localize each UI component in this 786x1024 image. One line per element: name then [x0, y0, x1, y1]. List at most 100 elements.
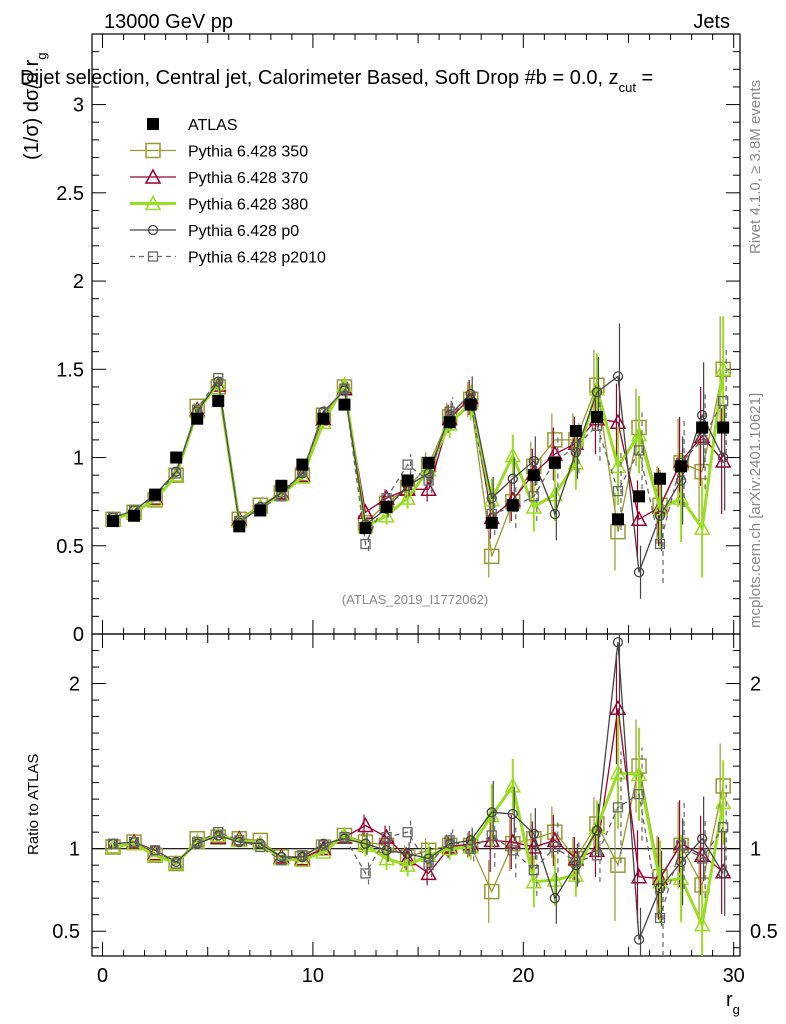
atlas-point — [717, 421, 730, 434]
plot-title-sub: cut — [619, 80, 637, 95]
legend-marker — [144, 168, 162, 184]
ratio-point — [547, 824, 563, 840]
ratio-point — [504, 777, 522, 793]
ratio-series-pythia-6-428-p2010 — [107, 747, 729, 956]
ratio-point — [360, 868, 371, 879]
x-axis-label-sub: g — [733, 1002, 740, 1017]
ratio-point — [675, 856, 687, 868]
data-point — [570, 447, 582, 458]
ratio-point — [107, 838, 119, 849]
data-point — [654, 538, 666, 550]
atlas-point — [696, 421, 709, 434]
series-pythia-6-428-p0 — [107, 323, 729, 599]
legend-item: ATLAS — [147, 117, 238, 134]
atlas-point — [401, 474, 414, 487]
atlas-point — [527, 469, 540, 482]
series-pythia-6-428-p2010 — [107, 348, 729, 583]
ratio-point — [591, 850, 603, 861]
ratio-point — [381, 845, 392, 856]
atlas-point — [128, 509, 141, 522]
ratio-point — [360, 838, 371, 849]
x-tick-label: 10 — [302, 965, 324, 987]
ratio-point — [507, 808, 518, 820]
series-atlas — [107, 395, 730, 535]
main-panel: 0 0.5 1 1.5 2 2.5 3 — [56, 33, 741, 646]
atlas-point — [149, 488, 162, 501]
data-point — [591, 387, 603, 398]
ratio-point — [504, 833, 522, 849]
ratio-point — [549, 841, 561, 853]
atlas-point — [380, 500, 393, 513]
data-point — [213, 372, 224, 384]
ratio-point — [171, 858, 182, 869]
legend-label: Pythia 6.428 p0 — [188, 223, 299, 240]
ratio-point — [567, 866, 585, 882]
ratio-point — [693, 846, 711, 863]
data-point — [696, 434, 708, 446]
data-point — [486, 492, 497, 504]
ratio-point — [633, 934, 645, 945]
ratio-point — [696, 833, 708, 844]
ratio-point — [588, 818, 606, 834]
ratio-point — [483, 883, 500, 900]
y-tick-label: 3 — [73, 95, 84, 117]
ratio-frame — [91, 633, 741, 957]
ratio-point — [402, 848, 413, 859]
ratio-point — [234, 835, 245, 846]
ratio-point — [399, 856, 416, 872]
atlas-point — [170, 451, 183, 464]
data-point — [378, 507, 395, 523]
ratio-point — [546, 871, 564, 887]
series-pythia-6-428-350 — [105, 316, 731, 578]
legend-item: Pythia 6.428 350 — [130, 142, 308, 161]
x-tick-label: 30 — [723, 965, 745, 987]
atlas-point — [590, 410, 603, 423]
ratio-point — [315, 843, 332, 859]
ratio-point — [318, 840, 329, 851]
atlas-point — [611, 513, 624, 526]
mcplots-label: mcplots.cern.ch [arXiv:2401.10621] — [747, 393, 764, 628]
series-line — [112, 369, 725, 533]
legend-label: Pythia 6.428 370 — [188, 170, 308, 187]
ratio-line — [112, 642, 724, 940]
data-point — [171, 468, 182, 479]
x-axis-label: rg — [726, 989, 740, 1017]
ratio-point — [423, 853, 434, 864]
data-point — [588, 380, 606, 396]
legend-item: Pythia 6.428 380 — [130, 194, 308, 214]
ratio-point — [378, 849, 395, 866]
main-ylabel-text: (1/σ) dσ/d r — [21, 59, 43, 160]
data-point — [276, 491, 287, 502]
atlas-point — [296, 458, 309, 471]
y-tick-label: 1.5 — [56, 359, 84, 381]
main-ylabel: (1/σ) dσ/d rg — [21, 53, 49, 161]
ratio-point — [718, 822, 729, 833]
atlas-point — [485, 516, 498, 529]
ratio-point — [465, 835, 476, 846]
data-point — [465, 388, 476, 400]
y-tick-label: 0 — [73, 624, 84, 646]
y-tick-label: 0.5 — [56, 536, 84, 558]
ratio-point — [610, 857, 626, 873]
atlas-point — [107, 515, 120, 528]
series-line — [112, 376, 724, 547]
data-point — [696, 410, 708, 421]
x-axis-label-text: r — [726, 989, 733, 1011]
ratio-point — [591, 825, 603, 836]
plot-title: Dijet selection, Central jet, Calorimete… — [20, 67, 653, 95]
ratio-series-pythia-6-428-350 — [105, 719, 731, 925]
legend-marker — [145, 142, 161, 159]
data-point — [402, 459, 413, 470]
ratio-point — [612, 802, 624, 813]
ratio-point — [339, 831, 350, 843]
y-tick-label: 2.5 — [56, 183, 84, 205]
ratio-y-tick-label: 0.5 — [52, 921, 80, 943]
atlas-point — [275, 479, 288, 492]
ratio-point — [526, 831, 542, 847]
legend-label: Pythia 6.428 380 — [188, 197, 308, 214]
atlas-point — [464, 398, 477, 411]
legend-label: ATLAS — [188, 117, 238, 134]
atlas-point — [317, 412, 330, 425]
data-point — [423, 475, 434, 486]
